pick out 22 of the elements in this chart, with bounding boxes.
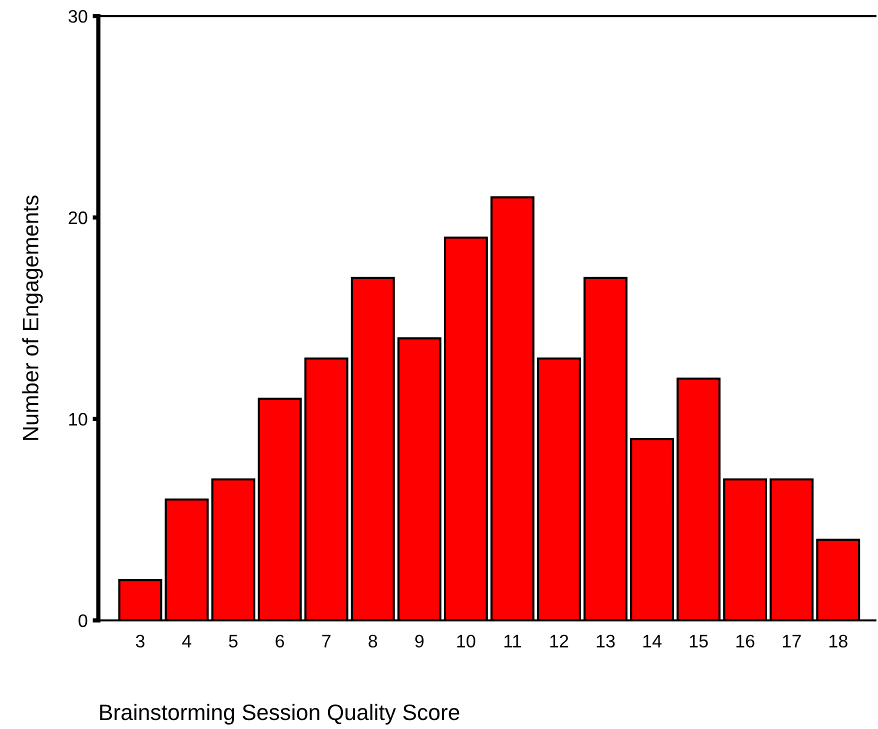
x-tick-label: 11	[504, 634, 521, 648]
x-tick-label: 16	[736, 634, 754, 648]
x-tick-label: 10	[457, 634, 476, 648]
x-axis-title: Brainstorming Session Quality Score	[100, 704, 460, 725]
y-tick-label: 0	[78, 614, 88, 628]
x-tick-label: 18	[829, 634, 848, 648]
x-tick-label: 6	[276, 634, 284, 648]
x-tick-label: 8	[368, 634, 378, 648]
x-tick-label: 9	[415, 634, 424, 648]
x-tick-label: 14	[643, 634, 662, 648]
y-axis-title: Number of Engagements	[22, 195, 43, 440]
y-tick-label: 30	[68, 10, 88, 23]
x-tick-label: 7	[322, 634, 330, 648]
x-tick-label: 17	[782, 634, 801, 648]
x-tick-label: 15	[690, 634, 708, 648]
x-tick-label: 12	[550, 634, 568, 648]
x-tick-label: 13	[596, 634, 615, 648]
y-tick-label: 10	[69, 412, 88, 426]
y-tick-label: 20	[68, 211, 88, 224]
x-tick-label: 3	[136, 634, 144, 648]
x-tick-label: 4	[182, 634, 192, 648]
x-tick-label: 5	[228, 634, 238, 648]
